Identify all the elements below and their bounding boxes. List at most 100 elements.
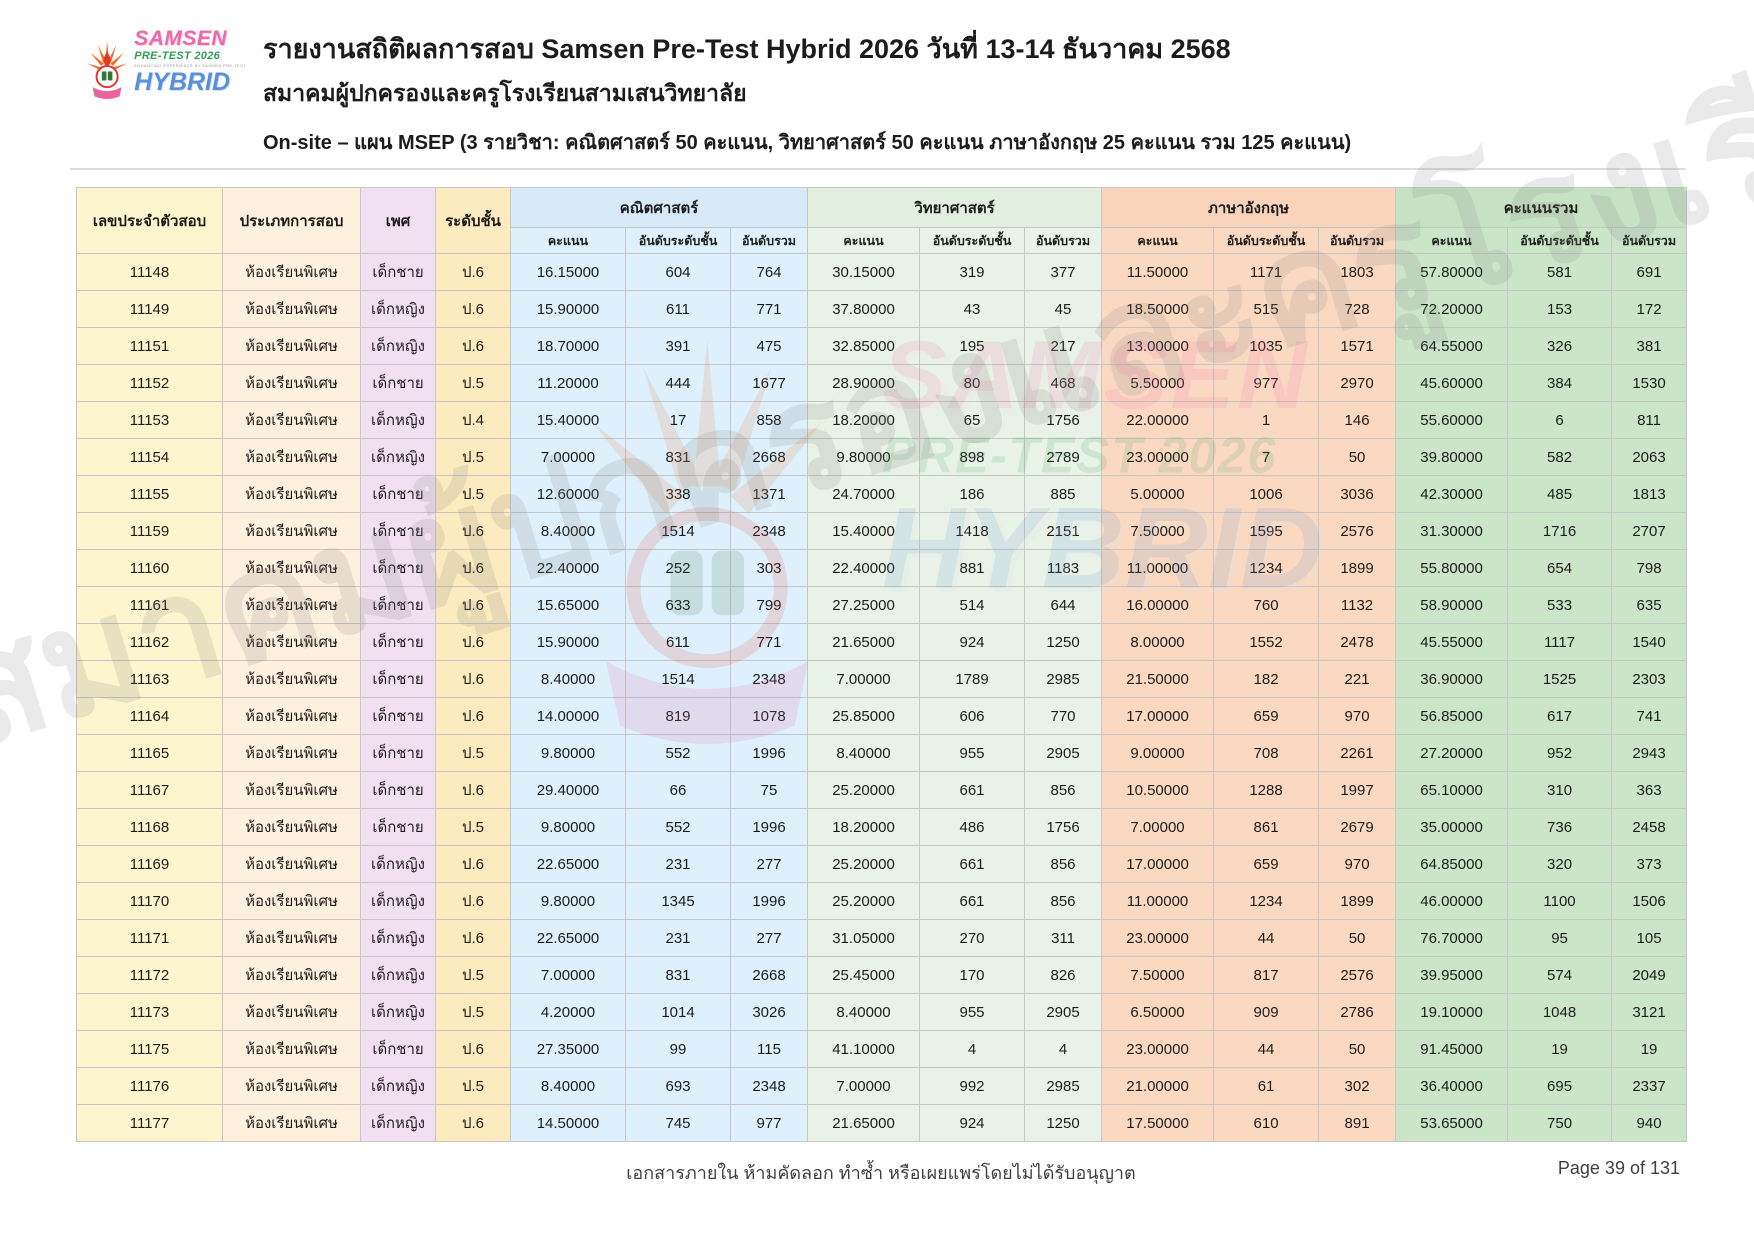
table-row: 11168 ห้องเรียนพิเศษ เด็กชาย ป.5 9.80000 552 1… [76, 808, 1688, 846]
table-cell: 1716 [1507, 512, 1613, 550]
table-cell: 468 [1024, 364, 1103, 402]
table-cell: 617 [1507, 697, 1613, 735]
table-cell: 27.25000 [807, 586, 921, 624]
table-cell: 11177 [76, 1104, 223, 1142]
table-cell: 61 [1213, 1067, 1320, 1105]
page-number: Page 39 of 131 [1557, 1158, 1680, 1178]
table-row: 11161 ห้องเรียนพิเศษ เด็กชาย ป.6 15.65000 633… [76, 586, 1688, 624]
table-cell: 659 [1213, 697, 1320, 735]
table-cell: 231 [625, 919, 731, 957]
table-cell: 6 [1507, 401, 1613, 439]
table-cell: 1756 [1024, 401, 1103, 439]
sub-header-overall-rank: อันดับรวม [1318, 227, 1397, 254]
table-cell: 391 [625, 327, 731, 365]
table-cell: 277 [729, 919, 809, 957]
table-cell: 977 [1213, 364, 1320, 402]
table-cell: 770 [1024, 697, 1103, 735]
table-cell: เด็กชาย [360, 475, 436, 513]
table-cell: 11175 [76, 1030, 223, 1068]
table-cell: 99 [625, 1030, 731, 1068]
divider [70, 168, 1686, 170]
table-cell: 659 [1213, 845, 1320, 883]
table-cell: ป.6 [435, 882, 511, 920]
sub-header-overall-rank: อันดับรวม [1024, 227, 1103, 254]
table-cell: เด็กชาย [360, 586, 436, 624]
table-cell: เด็กหญิง [360, 438, 436, 476]
table-cell: 1789 [919, 660, 1026, 698]
table-cell: 7.50000 [1101, 512, 1215, 550]
table-cell: 373 [1611, 845, 1688, 883]
table-cell: 1803 [1318, 253, 1397, 291]
table-cell: 611 [625, 290, 731, 328]
table-cell: 977 [729, 1104, 809, 1142]
table-cell: 115 [729, 1030, 809, 1068]
table-cell: 23.00000 [1101, 1030, 1215, 1068]
table-cell: ห้องเรียนพิเศษ [222, 438, 361, 476]
table-cell: 1997 [1318, 771, 1397, 809]
table-cell: 611 [625, 623, 731, 661]
table-cell: 1540 [1611, 623, 1688, 661]
table-cell: 13.00000 [1101, 327, 1215, 365]
table-cell: 22.65000 [510, 845, 626, 883]
table-row: 11170 ห้องเรียนพิเศษ เด็กหญิง ป.6 9.80000 134… [76, 882, 1688, 920]
table-row: 11165 ห้องเรียนพิเศษ เด็กชาย ป.5 9.80000 552 1… [76, 734, 1688, 772]
table-cell: 91.45000 [1395, 1030, 1509, 1068]
table-cell: 384 [1507, 364, 1613, 402]
table-row: 11177 ห้องเรียนพิเศษ เด็กหญิง ป.6 14.50000 74… [76, 1104, 1688, 1142]
table-cell: ป.5 [435, 438, 511, 476]
table-cell: 381 [1611, 327, 1688, 365]
table-cell: 32.85000 [807, 327, 921, 365]
table-row: 11176 ห้องเรียนพิเศษ เด็กหญิง ป.5 8.40000 693… [76, 1067, 1688, 1105]
table-cell: 1996 [729, 808, 809, 846]
table-cell: 195 [919, 327, 1026, 365]
table-cell: 8.40000 [510, 512, 626, 550]
table-cell: ป.6 [435, 327, 511, 365]
table-cell: 1996 [729, 734, 809, 772]
table-cell: เด็กหญิง [360, 327, 436, 365]
table-cell: 485 [1507, 475, 1613, 513]
table-cell: 1345 [625, 882, 731, 920]
table-cell: 10.50000 [1101, 771, 1215, 809]
table-cell: 11171 [76, 919, 223, 957]
table-cell: 1250 [1024, 623, 1103, 661]
table-cell: 486 [919, 808, 1026, 846]
table-cell: 1 [1213, 401, 1320, 439]
logo-pretest-text: PRE-TEST 2026 [134, 50, 221, 62]
table-cell: เด็กหญิง [360, 845, 436, 883]
table-cell: 27.35000 [510, 1030, 626, 1068]
table-cell: ห้องเรียนพิเศษ [222, 734, 361, 772]
table-cell: 3121 [1611, 993, 1688, 1031]
table-cell: ป.5 [435, 364, 511, 402]
table-cell: 9.80000 [510, 734, 626, 772]
table-cell: 19 [1507, 1030, 1613, 1068]
table-cell: 172 [1611, 290, 1688, 328]
table-cell: 11148 [76, 253, 223, 291]
table-cell: 76.70000 [1395, 919, 1509, 957]
table-cell: 11162 [76, 623, 223, 661]
table-cell: 8.40000 [807, 993, 921, 1031]
table-cell: ห้องเรียนพิเศษ [222, 993, 361, 1031]
table-cell: 695 [1507, 1067, 1613, 1105]
table-cell: ป.5 [435, 808, 511, 846]
table-cell: 856 [1024, 882, 1103, 920]
table-cell: 924 [919, 623, 1026, 661]
table-cell: ห้องเรียนพิเศษ [222, 253, 361, 291]
table-cell: 661 [919, 845, 1026, 883]
sub-header-score: คะแนน [1395, 227, 1509, 254]
table-cell: 1677 [729, 364, 809, 402]
table-cell: 610 [1213, 1104, 1320, 1142]
table-cell: 1595 [1213, 512, 1320, 550]
table-cell: 45.60000 [1395, 364, 1509, 402]
table-cell: 574 [1507, 956, 1613, 994]
table-cell: 1035 [1213, 327, 1320, 365]
table-cell: 270 [919, 919, 1026, 957]
sub-header-grade-rank: อันดับระดับชั้น [625, 227, 731, 254]
table-cell: 55.60000 [1395, 401, 1509, 439]
col-header-grade: ระดับชั้น [435, 187, 511, 254]
table-cell: 970 [1318, 845, 1397, 883]
table-cell: 898 [919, 438, 1026, 476]
table-cell: 4.20000 [510, 993, 626, 1031]
school-crest-icon [87, 40, 127, 100]
table-cell: 2668 [729, 956, 809, 994]
table-cell: 582 [1507, 438, 1613, 476]
